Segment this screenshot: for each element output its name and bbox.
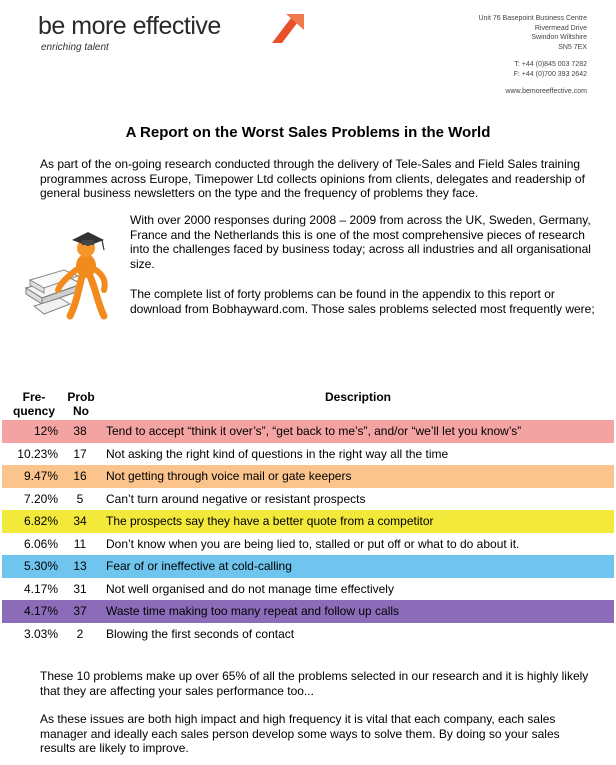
logo-arrow-icon — [272, 14, 304, 43]
table-row: 4.17% 31 Not well organised and do not m… — [2, 577, 614, 600]
table-row: 3.03% 2 Blowing the first seconds of con… — [2, 622, 614, 645]
graduate-figure-icon — [24, 232, 108, 320]
table-row: 4.17% 37 Waste time making too many repe… — [2, 600, 614, 623]
logo-tagline: enriching talent — [41, 42, 109, 53]
responses-paragraph: With over 2000 responses during 2008 – 2… — [130, 213, 591, 271]
frequency-cell: 4.17% — [23, 581, 58, 596]
prob-no-cell: 17 — [73, 446, 87, 461]
description-cell: Don’t know when you are being lied to, s… — [106, 536, 520, 551]
prob-no-cell: 34 — [73, 514, 87, 528]
description-header: Description — [324, 390, 391, 404]
table-row: 9.47% 16 Not getting through voice mail … — [2, 465, 614, 488]
description-cell: Not getting through voice mail or gate k… — [106, 469, 352, 483]
table-row: 6.82% 34 The prospects say they have a b… — [2, 510, 614, 533]
frequency-cell: 4.17% — [23, 604, 58, 618]
table-row: 6.06% 11 Don’t know when you are being l… — [2, 532, 614, 555]
prob-no-cell: 2 — [76, 626, 84, 641]
prob-no-cell: 13 — [73, 559, 87, 573]
phone-number: T: +44 (0)845 003 7282 — [514, 61, 587, 68]
table-row: 12% 38 Tend to accept “think it over’s”,… — [2, 420, 614, 443]
frequency-cell: 10.23% — [17, 446, 58, 461]
description-cell: Not asking the right kind of questions i… — [106, 446, 449, 461]
frequency-cell: 7.20% — [23, 491, 58, 506]
prob-no-cell: 16 — [73, 469, 87, 483]
description-cell: The prospects say they have a better quo… — [106, 514, 434, 528]
prob-no-cell: 11 — [73, 536, 87, 551]
fax-number: F: +44 (0)700 393 2642 — [513, 70, 587, 78]
company-logo: be more effective enriching talent — [38, 12, 304, 53]
prob-no-cell: 38 — [73, 424, 87, 438]
frequency-cell: 12% — [33, 424, 58, 438]
frequency-header: Fre- quency — [12, 390, 55, 418]
website-link[interactable]: www.bemoreeffective.com — [505, 88, 587, 95]
prob-no-cell: 5 — [76, 491, 84, 506]
summary-paragraph: These 10 problems make up over 65% of al… — [40, 669, 589, 698]
frequency-cell: 6.06% — [23, 536, 58, 551]
frequency-cell: 5.30% — [23, 559, 58, 573]
letterhead: be more effective enriching talent Unit … — [0, 0, 616, 100]
table-row: 10.23% 17 Not asking the right kind of q… — [2, 442, 614, 465]
company-address: Unit 76 Basepoint Business Centre Riverm… — [478, 14, 587, 97]
table-row: 5.30% 13 Fear of or ineffective at cold-… — [2, 555, 614, 578]
address-line-1: Unit 76 Basepoint Business Centre — [478, 15, 587, 22]
report-title: A Report on the Worst Sales Problems in … — [125, 124, 491, 141]
description-cell: Fear of or ineffective at cold-calling — [106, 559, 292, 573]
frequency-cell: 6.82% — [23, 514, 58, 528]
description-cell: Blowing the first seconds of contact — [106, 626, 295, 641]
address-line-3: Swindon Wiltshire — [531, 34, 587, 41]
intro-paragraph: As part of the on-going research conduct… — [40, 157, 585, 200]
description-cell: Waste time making too many repeat and fo… — [106, 604, 400, 618]
problems-table: 12% 38 Tend to accept “think it over’s”,… — [2, 420, 614, 645]
problems-table-header: Fre- quency Prob No Description — [0, 388, 616, 420]
prob-no-cell: 37 — [73, 604, 87, 618]
prob-no-header: Prob No — [67, 390, 95, 418]
description-cell: Tend to accept “think it over’s”, “get b… — [106, 424, 522, 438]
problems-list-paragraph: The complete list of forty problems can … — [130, 287, 595, 316]
address-line-2: Rivermead Drive — [534, 24, 587, 32]
conclusion-paragraph: As these issues are both high impact and… — [40, 712, 560, 755]
table-row: 7.20% 5 Can’t turn around negative or re… — [2, 487, 614, 510]
prob-no-cell: 31 — [73, 581, 87, 596]
address-line-4: SN5 7EX — [558, 43, 587, 51]
logo-text: be more effective — [38, 12, 221, 40]
description-cell: Can’t turn around negative or resistant … — [106, 491, 366, 506]
frequency-cell: 3.03% — [23, 626, 58, 641]
frequency-cell: 9.47% — [23, 469, 58, 483]
description-cell: Not well organised and do not manage tim… — [106, 581, 394, 596]
